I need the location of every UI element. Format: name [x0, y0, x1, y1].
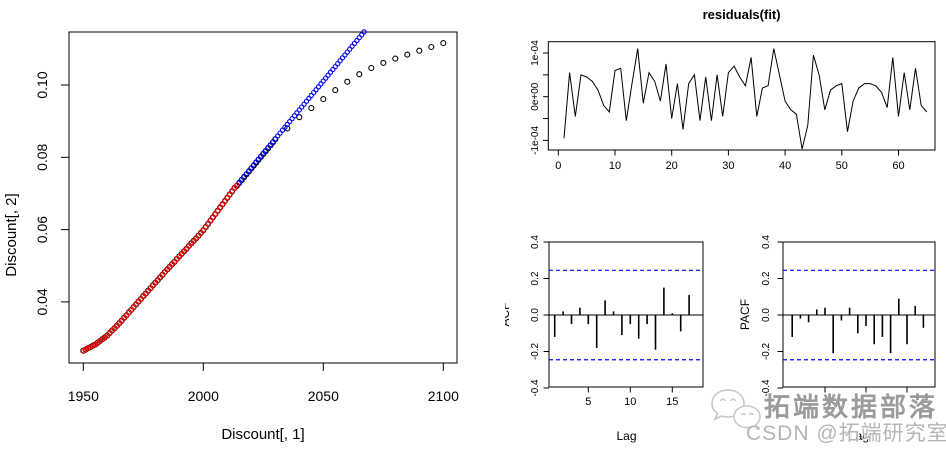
y-tick-label: 0.06	[34, 216, 50, 243]
y-tick-label: -0.4	[761, 379, 772, 397]
x-axis: 5 10 15 Lag	[585, 387, 678, 443]
x-tick-label: 15	[666, 396, 678, 408]
x-axis: Lag	[824, 387, 908, 443]
x-axis: 1950 2000 2050 2100 Discount[, 1]	[68, 363, 459, 443]
x-tick-label: 2050	[308, 388, 339, 404]
eye-left	[719, 398, 727, 402]
x-tick-label: 40	[779, 160, 791, 172]
y-tick-label: 0.04	[34, 288, 50, 315]
x-axis-title: Lag	[616, 429, 636, 443]
fitted-point	[234, 182, 240, 188]
x-tick-label: 0	[555, 160, 561, 172]
y-axis: -0.4 -0.2 0.0 0.2 0.4 ACF	[505, 235, 549, 397]
observed-point	[440, 40, 447, 47]
plot-box	[547, 41, 936, 151]
y-tick-label: -0.4	[530, 379, 541, 397]
y-axis-title: PACF	[738, 299, 752, 330]
plot-box	[68, 31, 458, 364]
observed-point	[284, 125, 291, 132]
chart-title: residuals(fit)	[703, 7, 781, 22]
y-tick-label: -1e-04	[530, 126, 541, 155]
y-tick-label: -0.2	[761, 342, 772, 360]
pacf-bars	[791, 298, 925, 354]
pacf-plot: -0.4 -0.2 0.0 0.2 0.4 PACF Lag	[738, 235, 936, 443]
series-fitted	[80, 182, 240, 354]
x-axis-title: Discount[, 1]	[221, 426, 304, 443]
observed-point	[296, 114, 303, 121]
observed-point	[428, 43, 435, 51]
observed-point	[320, 96, 327, 103]
y-tick-label: 0.0	[530, 308, 541, 322]
x-tick-label: 2100	[428, 388, 459, 404]
residuals-plot: residuals(fit) -1e-04 0e+00 1e-04 0 10 20 30 40 5…	[530, 7, 936, 172]
y-tick-label: 0e+00	[530, 82, 541, 111]
x-tick-label: 5	[585, 396, 591, 408]
y-tick-label: 0.4	[530, 235, 541, 249]
observed-point	[392, 55, 399, 62]
y-axis-title: Discount[, 2]	[3, 193, 20, 276]
y-tick-label: 0.10	[34, 71, 50, 98]
fitted-point	[229, 188, 235, 194]
scatter-axes	[68, 31, 458, 364]
y-axis: 0.04 0.06 0.08 0.10 Discount[, 2]	[3, 71, 69, 316]
y-tick-label: 0.2	[761, 271, 772, 285]
fitted-point	[207, 217, 214, 224]
fitted-point	[203, 224, 209, 230]
y-tick-label: -0.2	[530, 342, 541, 360]
x-tick-label: 50	[836, 160, 848, 172]
x-tick-label: 10	[609, 160, 621, 172]
residuals-line	[563, 48, 928, 150]
observed-point	[308, 105, 315, 112]
fitted-point	[219, 201, 226, 207]
observed-point	[344, 78, 351, 85]
x-tick-label: 2000	[188, 388, 219, 404]
x-tick-label: 60	[892, 160, 904, 172]
y-tick-label: 0.08	[34, 143, 50, 170]
y-axis-title: ACF	[505, 303, 512, 327]
y-axis: -0.4 -0.2 0.0 0.2 0.4 PACF	[738, 235, 783, 397]
observed-point	[380, 59, 387, 66]
series-forecast	[234, 29, 367, 188]
observed-point	[416, 47, 423, 54]
x-tick-label: 1950	[68, 388, 99, 404]
observed-point	[332, 87, 339, 94]
x-axis: 0 10 20 30 40 50 60	[555, 150, 905, 172]
y-tick-label: 0.2	[530, 271, 541, 285]
x-axis-title: Lag	[849, 429, 869, 443]
acf-bars	[553, 287, 690, 350]
forecast-point	[361, 29, 367, 35]
observed-point	[356, 71, 363, 78]
y-axis: -1e-04 0e+00 1e-04	[530, 40, 549, 155]
y-tick-label: 1e-04	[530, 40, 541, 66]
fitted-point	[215, 208, 221, 214]
y-tick-label: 0.0	[761, 308, 772, 322]
fitted-point	[212, 211, 218, 217]
observed-point	[368, 64, 375, 72]
observed-point	[404, 51, 411, 58]
y-tick-label: 0.4	[761, 235, 772, 249]
acf-plot: -0.4 -0.2 0.0 0.2 0.4 ACF 5 10 15 Lag	[505, 235, 704, 443]
x-tick-label: 20	[666, 160, 678, 172]
x-tick-label: 10	[624, 396, 636, 408]
x-tick-label: 30	[722, 160, 734, 172]
fitted-point	[224, 195, 230, 201]
